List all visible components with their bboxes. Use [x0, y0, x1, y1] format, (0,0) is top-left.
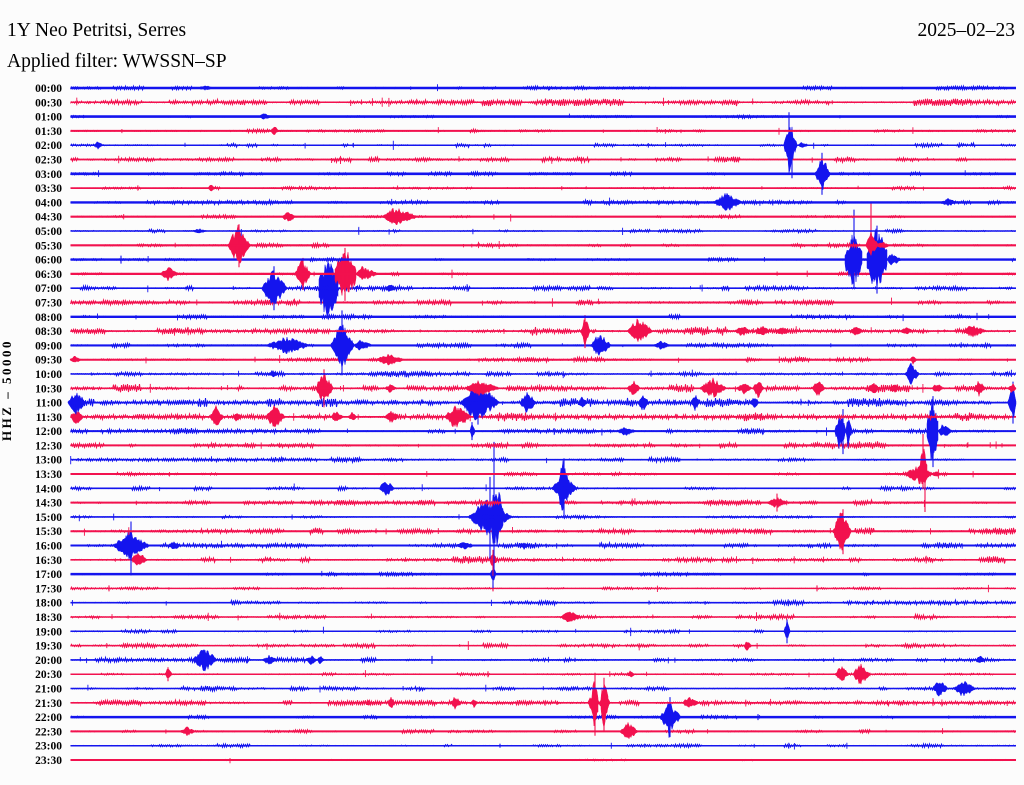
- svg-text:04:30: 04:30: [35, 212, 62, 224]
- svg-text:11:00: 11:00: [36, 398, 62, 410]
- svg-text:00:30: 00:30: [35, 97, 62, 109]
- svg-text:HHZ – 50000: HHZ – 50000: [0, 339, 14, 441]
- svg-text:12:00: 12:00: [35, 426, 62, 438]
- svg-text:00:00: 00:00: [35, 83, 62, 95]
- svg-text:22:30: 22:30: [35, 726, 62, 738]
- svg-text:07:00: 07:00: [35, 283, 62, 295]
- svg-text:11:30: 11:30: [36, 412, 62, 424]
- svg-text:20:30: 20:30: [35, 669, 62, 681]
- svg-text:10:00: 10:00: [35, 369, 62, 381]
- svg-text:02:00: 02:00: [35, 140, 62, 152]
- svg-text:19:00: 19:00: [35, 626, 62, 638]
- svg-text:03:00: 03:00: [35, 169, 62, 181]
- svg-text:07:30: 07:30: [35, 298, 62, 310]
- svg-text:23:30: 23:30: [35, 755, 62, 767]
- svg-text:05:00: 05:00: [35, 226, 62, 238]
- svg-text:06:30: 06:30: [35, 269, 62, 281]
- svg-text:19:30: 19:30: [35, 641, 62, 653]
- svg-text:13:00: 13:00: [35, 455, 62, 467]
- svg-text:18:30: 18:30: [35, 612, 62, 624]
- svg-text:09:00: 09:00: [35, 340, 62, 352]
- svg-text:21:30: 21:30: [35, 698, 62, 710]
- svg-text:04:00: 04:00: [35, 197, 62, 209]
- svg-text:16:30: 16:30: [35, 555, 62, 567]
- svg-text:03:30: 03:30: [35, 183, 62, 195]
- svg-text:21:00: 21:00: [35, 684, 62, 696]
- svg-text:15:30: 15:30: [35, 526, 62, 538]
- svg-text:01:30: 01:30: [35, 126, 62, 138]
- svg-text:1Y Neo Petritsi, Serres: 1Y Neo Petritsi, Serres: [7, 20, 186, 41]
- svg-text:15:00: 15:00: [35, 512, 62, 524]
- svg-text:17:00: 17:00: [35, 569, 62, 581]
- svg-text:14:00: 14:00: [35, 483, 62, 495]
- svg-text:01:00: 01:00: [35, 112, 62, 124]
- svg-text:2025–02–23: 2025–02–23: [918, 20, 1016, 41]
- svg-text:09:30: 09:30: [35, 355, 62, 367]
- svg-text:02:30: 02:30: [35, 155, 62, 167]
- svg-text:05:30: 05:30: [35, 240, 62, 252]
- svg-text:23:00: 23:00: [35, 741, 62, 753]
- svg-text:22:00: 22:00: [35, 712, 62, 724]
- svg-text:18:00: 18:00: [35, 598, 62, 610]
- svg-text:06:00: 06:00: [35, 255, 62, 267]
- svg-text:10:30: 10:30: [35, 383, 62, 395]
- svg-text:12:30: 12:30: [35, 440, 62, 452]
- svg-text:20:00: 20:00: [35, 655, 62, 667]
- svg-text:16:00: 16:00: [35, 541, 62, 553]
- svg-text:17:30: 17:30: [35, 583, 62, 595]
- svg-text:Applied filter: WWSSN–SP: Applied filter: WWSSN–SP: [7, 51, 227, 72]
- svg-text:08:00: 08:00: [35, 312, 62, 324]
- svg-text:14:30: 14:30: [35, 498, 62, 510]
- svg-text:13:30: 13:30: [35, 469, 62, 481]
- svg-text:08:30: 08:30: [35, 326, 62, 338]
